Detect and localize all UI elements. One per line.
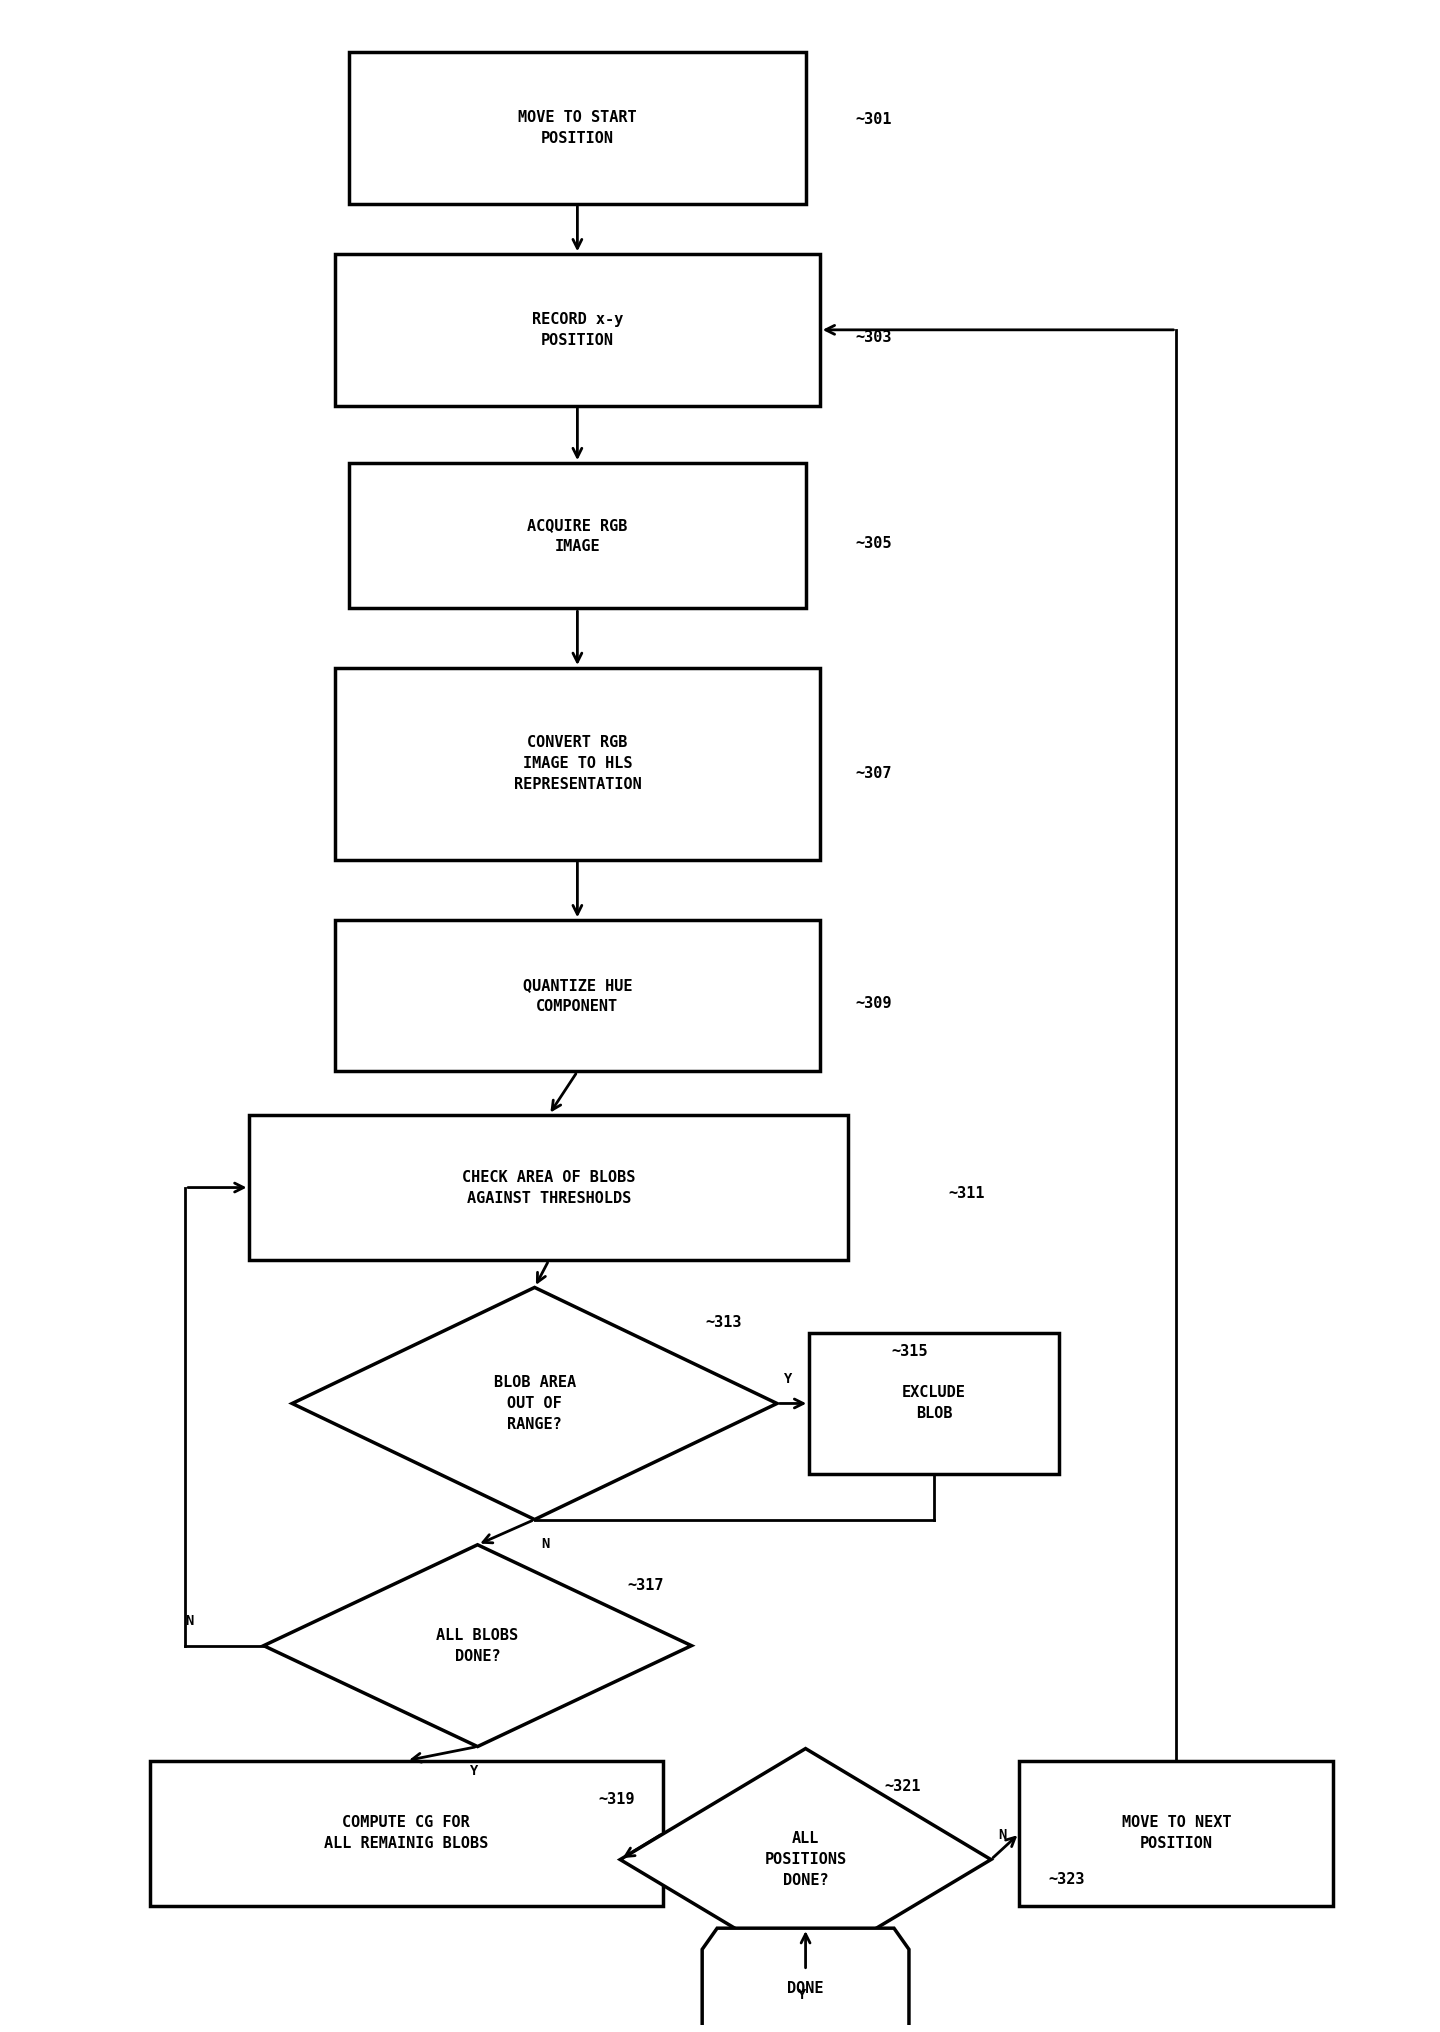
Text: DONE: DONE xyxy=(788,1981,824,1995)
Polygon shape xyxy=(621,1750,991,1971)
FancyBboxPatch shape xyxy=(150,1760,662,1906)
Text: QUANTIZE HUE
COMPONENT: QUANTIZE HUE COMPONENT xyxy=(523,977,632,1014)
Text: ALL BLOBS
DONE?: ALL BLOBS DONE? xyxy=(436,1628,518,1664)
Text: ~309: ~309 xyxy=(855,996,891,1012)
Text: ALL
POSITIONS
DONE?: ALL POSITIONS DONE? xyxy=(765,1831,847,1888)
Text: MOVE TO NEXT
POSITION: MOVE TO NEXT POSITION xyxy=(1122,1815,1231,1851)
Text: EXCLUDE
BLOB: EXCLUDE BLOB xyxy=(901,1386,966,1422)
FancyBboxPatch shape xyxy=(350,53,805,203)
FancyBboxPatch shape xyxy=(1020,1760,1333,1906)
Text: RECORD x-y
POSITION: RECORD x-y POSITION xyxy=(531,311,624,347)
FancyBboxPatch shape xyxy=(350,463,805,608)
Text: BLOB AREA
OUT OF
RANGE?: BLOB AREA OUT OF RANGE? xyxy=(494,1376,576,1433)
Text: ~307: ~307 xyxy=(855,766,891,782)
Text: CONVERT RGB
IMAGE TO HLS
REPRESENTATION: CONVERT RGB IMAGE TO HLS REPRESENTATION xyxy=(514,736,641,792)
Text: ~311: ~311 xyxy=(948,1187,985,1201)
Text: N: N xyxy=(541,1536,550,1550)
Text: ~303: ~303 xyxy=(855,331,891,345)
Text: ~305: ~305 xyxy=(855,536,891,551)
Text: N: N xyxy=(998,1829,1007,1843)
Text: ~313: ~313 xyxy=(706,1315,742,1331)
Text: COMPUTE CG FOR
ALL REMAINIG BLOBS: COMPUTE CG FOR ALL REMAINIG BLOBS xyxy=(324,1815,488,1851)
FancyBboxPatch shape xyxy=(249,1116,848,1260)
Text: ~301: ~301 xyxy=(855,112,891,128)
Text: ACQUIRE RGB
IMAGE: ACQUIRE RGB IMAGE xyxy=(527,518,628,553)
Text: ~317: ~317 xyxy=(628,1577,664,1593)
Text: ~315: ~315 xyxy=(891,1343,927,1359)
Text: N: N xyxy=(186,1615,193,1628)
Polygon shape xyxy=(292,1288,778,1520)
FancyBboxPatch shape xyxy=(336,254,819,406)
Text: MOVE TO START
POSITION: MOVE TO START POSITION xyxy=(518,110,636,146)
Text: ~323: ~323 xyxy=(1048,1871,1084,1888)
Text: ~319: ~319 xyxy=(599,1792,635,1806)
Text: ~321: ~321 xyxy=(884,1780,920,1794)
Polygon shape xyxy=(703,1928,909,2032)
Text: Y: Y xyxy=(798,1987,806,2002)
Text: CHECK AREA OF BLOBS
AGAINST THRESHOLDS: CHECK AREA OF BLOBS AGAINST THRESHOLDS xyxy=(462,1170,635,1205)
Polygon shape xyxy=(264,1544,691,1748)
FancyBboxPatch shape xyxy=(336,920,819,1071)
Text: Y: Y xyxy=(471,1764,480,1778)
FancyBboxPatch shape xyxy=(336,669,819,860)
FancyBboxPatch shape xyxy=(809,1333,1058,1473)
Text: Y: Y xyxy=(785,1372,792,1386)
